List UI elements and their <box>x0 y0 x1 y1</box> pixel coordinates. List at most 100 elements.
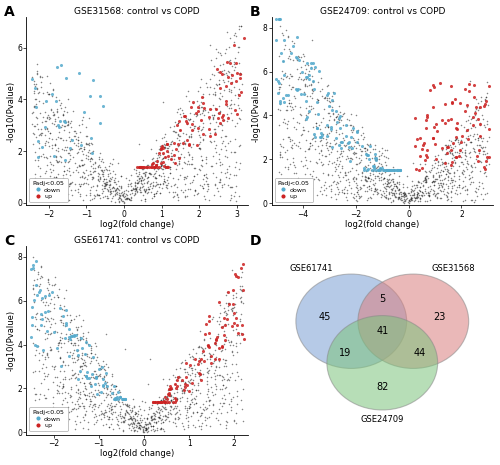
Point <box>306 63 314 71</box>
Point <box>160 141 168 148</box>
Point <box>66 352 74 360</box>
Point <box>182 412 190 419</box>
Point <box>198 343 205 351</box>
Point <box>191 366 199 373</box>
Point <box>141 424 149 432</box>
Point <box>168 152 176 159</box>
Point <box>198 156 205 164</box>
Point <box>230 58 238 66</box>
Point <box>128 407 136 414</box>
Point <box>56 117 64 125</box>
Point <box>447 193 455 200</box>
Point <box>412 194 420 202</box>
Point <box>170 152 178 159</box>
Point <box>165 390 173 397</box>
Point <box>68 374 76 382</box>
Point <box>462 164 470 171</box>
Point <box>102 186 110 193</box>
Point <box>238 287 246 294</box>
Point <box>111 192 119 199</box>
Point <box>35 152 43 159</box>
Point <box>436 183 444 191</box>
Point <box>410 181 418 189</box>
Point <box>170 180 178 188</box>
Point <box>30 82 38 89</box>
Point <box>46 114 54 121</box>
Point <box>317 133 325 141</box>
Point <box>306 139 314 146</box>
Point <box>54 339 62 346</box>
Point <box>309 78 317 85</box>
Point <box>96 364 104 372</box>
Point <box>364 161 372 169</box>
Point <box>180 426 188 433</box>
Point <box>394 193 402 201</box>
Point <box>78 355 86 362</box>
Point <box>172 415 179 423</box>
Point <box>86 170 94 177</box>
Point <box>203 405 211 412</box>
Point <box>188 366 196 374</box>
Point <box>112 382 120 390</box>
Point <box>30 266 38 273</box>
Point <box>130 419 138 427</box>
Point <box>120 414 128 422</box>
Point <box>336 112 344 120</box>
Point <box>144 420 152 427</box>
Point <box>379 166 387 174</box>
Point <box>458 153 466 160</box>
Point <box>400 189 408 197</box>
Point <box>197 161 205 169</box>
Point <box>318 86 326 93</box>
Point <box>353 128 361 135</box>
Point <box>346 121 354 128</box>
Point <box>187 365 195 372</box>
Point <box>478 179 486 187</box>
Point <box>462 134 470 142</box>
Point <box>108 187 116 195</box>
Point <box>68 371 76 378</box>
Point <box>286 135 294 143</box>
Point <box>130 184 138 192</box>
Point <box>456 153 464 160</box>
Point <box>100 409 108 417</box>
Point <box>394 184 402 192</box>
Point <box>220 180 228 187</box>
Point <box>49 166 57 174</box>
Point <box>384 195 392 203</box>
Point <box>70 349 78 357</box>
Point <box>164 179 172 186</box>
Point <box>58 317 66 324</box>
Point <box>88 403 96 411</box>
Point <box>128 405 136 412</box>
Point <box>232 339 240 347</box>
Point <box>114 421 122 429</box>
Point <box>141 399 149 406</box>
Point <box>150 415 158 422</box>
Point <box>212 333 220 341</box>
Point <box>222 168 230 176</box>
Point <box>238 396 246 403</box>
Point <box>198 349 206 357</box>
Point <box>92 418 100 426</box>
Point <box>110 185 118 192</box>
Point <box>228 183 236 191</box>
Point <box>344 139 351 146</box>
Point <box>324 130 332 137</box>
Point <box>429 172 437 179</box>
Point <box>426 192 434 199</box>
Point <box>396 166 404 174</box>
Point <box>55 285 63 292</box>
Point <box>223 418 231 425</box>
Point <box>350 194 358 201</box>
Point <box>288 197 296 205</box>
Point <box>168 175 176 182</box>
Point <box>98 357 106 365</box>
Point <box>181 404 189 412</box>
Point <box>230 270 238 278</box>
Point <box>96 389 104 396</box>
Point <box>282 70 290 77</box>
Point <box>102 330 110 338</box>
Point <box>410 186 418 193</box>
Point <box>294 188 302 195</box>
